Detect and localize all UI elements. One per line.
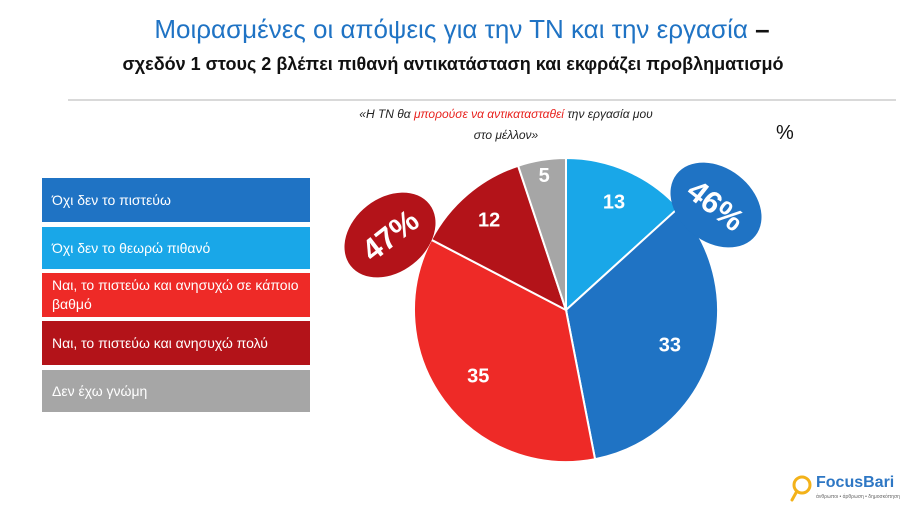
legend-item-2: Ναι, το πιστεύω και ανησυχώ σε κάποιο βα…	[42, 273, 310, 317]
title-main: Μοιρασμένες οι απόψεις για την ΤΝ και τη…	[154, 14, 748, 44]
legend-label-2: Ναι, το πιστεύω και ανησυχώ σε κάποιο βα…	[52, 277, 299, 312]
legend-label-3: Ναι, το πιστεύω και ανησυχώ πολύ	[52, 334, 268, 351]
pie-label-1: 33	[659, 334, 681, 356]
percent-unit: %	[776, 122, 794, 144]
logo-name: FocusBari	[816, 474, 895, 491]
pie-slice-3	[429, 164, 568, 313]
question-part1: «Η ΤΝ θα	[359, 107, 414, 121]
chart-title: Μοιρασμένες οι απόψεις για την ΤΝ και τη…	[42, 14, 882, 45]
focusbari-logo: FocusBari άνθρωποι • άρθρωση • δημοσκόπη…	[790, 472, 900, 506]
survey-question: «Η ΤΝ θα μπορούσε να αντικατασταθεί την …	[356, 104, 656, 146]
legend-label-0: Όχι δεν το πιστεύω	[52, 191, 171, 208]
question-part2: την εργασία μου στο μέλλον»	[473, 107, 653, 142]
pie-slice-2	[413, 238, 597, 463]
legend-item-1: Όχι δεν το θεωρώ πιθανό	[42, 227, 310, 269]
badge-1: 47%	[344, 192, 436, 278]
pie-slice-1	[564, 206, 719, 461]
pie-label-0: 13	[603, 192, 625, 214]
divider-line	[68, 99, 896, 101]
logo-tagline: άνθρωποι • άρθρωση • δημοσκόπηση	[816, 494, 900, 500]
pie-label-2: 35	[467, 365, 489, 387]
pie-slice-4	[516, 156, 567, 311]
magnifier-icon	[790, 475, 812, 502]
legend-item-0: Όχι δεν το πιστεύω	[42, 178, 310, 222]
legend-item-4: Δεν έχω γνώμη	[42, 370, 310, 412]
chart-subtitle: σχεδόν 1 στους 2 βλέπει πιθανή αντικατάσ…	[122, 54, 784, 74]
badge-shape-0	[670, 162, 762, 248]
pie-label-3: 12	[478, 210, 500, 232]
pie-label-4: 5	[539, 165, 550, 187]
badge-shape-1	[344, 192, 436, 278]
legend-item-3: Ναι, το πιστεύω και ανησυχώ πολύ	[42, 321, 310, 365]
question-highlight: μπορούσε να αντικατασταθεί	[413, 107, 564, 121]
badge-0: 46%	[670, 162, 762, 248]
legend-label-1: Όχι δεν το θεωρώ πιθανό	[52, 239, 211, 256]
title-dash: –	[755, 14, 770, 44]
legend-label-4: Δεν έχω γνώμη	[52, 382, 148, 399]
